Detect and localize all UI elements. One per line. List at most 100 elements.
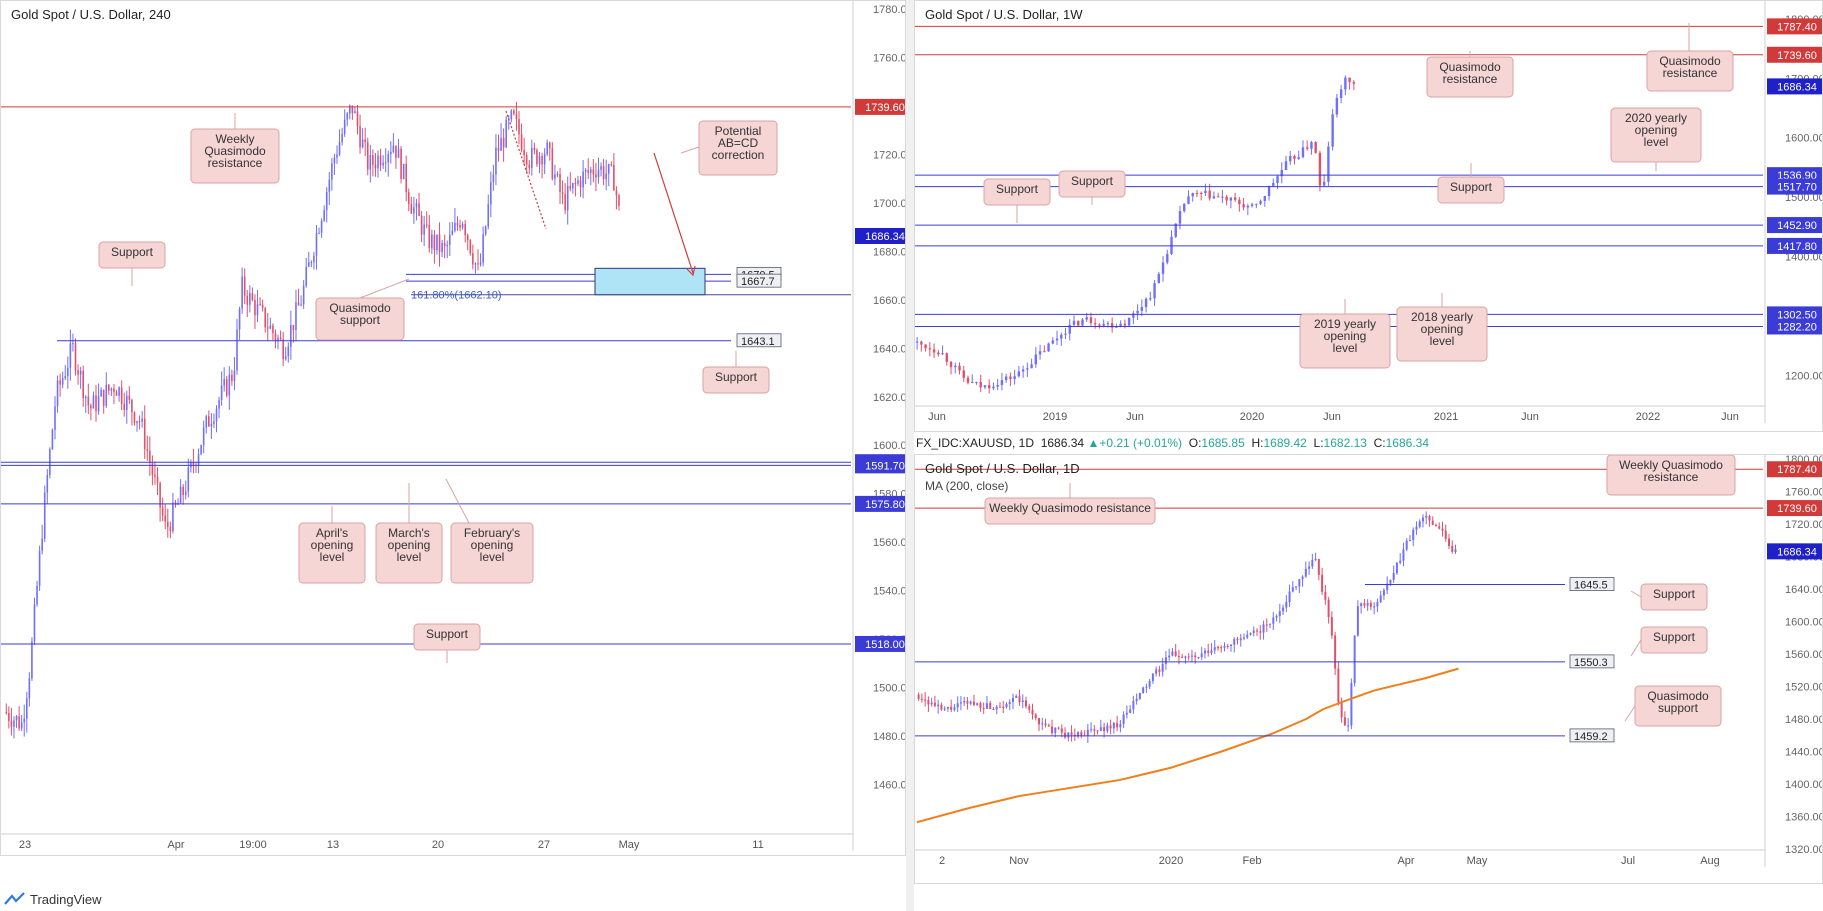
callout-text: Support (1450, 180, 1493, 194)
candle-body (74, 343, 77, 371)
chart-d1-panel[interactable]: 1320.00 1360.00 1400.00 1440.00 1480.00 1520.… (914, 454, 1823, 884)
x-tick-label: Jul (1621, 855, 1635, 867)
candle-body (1350, 683, 1353, 726)
callout-text: February's (464, 526, 520, 540)
candle-body (971, 382, 974, 384)
candle-body (1282, 607, 1285, 612)
candle-body (143, 418, 146, 450)
callout-text: correction (712, 148, 765, 162)
axis-price-tag-text: 1787.40 (1777, 464, 1817, 476)
candle-body (1158, 669, 1161, 672)
candle-body (1067, 732, 1070, 738)
candle-body (1125, 712, 1128, 715)
chart-w1-canvas[interactable]: 1200.001300.001400.001500.001600.001700.… (915, 1, 1823, 432)
candle-body (405, 163, 408, 193)
candle-body (379, 155, 382, 166)
candle-body (941, 353, 944, 355)
candle-body (969, 701, 972, 704)
callout-box (1640, 583, 1708, 611)
callout-text: 2019 yearly (1314, 317, 1376, 331)
axis-price-tag-text: 1591.70 (865, 460, 905, 472)
candle-body (1041, 723, 1044, 725)
callout-text: opening (1324, 329, 1367, 343)
candle-body (963, 701, 966, 703)
chart-w1-panel[interactable]: 1200.001300.001400.001500.001600.001700.… (914, 0, 1823, 432)
candle-body (18, 716, 20, 729)
candle-body (407, 192, 410, 205)
level-price-label: 1459.2 (1574, 731, 1608, 743)
callout-text: Weekly Quasimodo resistance (989, 501, 1151, 515)
candle-body (292, 324, 295, 331)
candle-body (584, 170, 587, 172)
candle-body (618, 195, 620, 206)
candle-body (983, 385, 987, 388)
candle-body (1119, 323, 1122, 327)
price-change: +0.21 (+0.01%) (1099, 436, 1183, 450)
candle-body (956, 703, 959, 708)
candle-body (502, 137, 505, 148)
candle-body (920, 341, 923, 345)
candle-body (505, 119, 507, 148)
axis-price-tag (1767, 543, 1822, 560)
candle-body (1376, 602, 1379, 607)
symbol-name[interactable]: FX_IDC:XAUUSD, 1D (916, 436, 1035, 450)
candle-body (1425, 515, 1428, 518)
candle-body (561, 192, 564, 194)
candle-body (369, 155, 372, 170)
candle-body (1360, 603, 1363, 607)
candle-body (13, 720, 15, 727)
callout-box (698, 120, 778, 176)
candle-body (602, 166, 605, 180)
y-tick-label: 1640.00 (1785, 584, 1823, 596)
candle-body (1418, 521, 1421, 527)
callout-text: Support (111, 245, 154, 259)
abcd-arrow (653, 152, 694, 274)
level-price-label-box (1569, 654, 1615, 669)
axis-price-tag-text: 1739.60 (1777, 50, 1817, 62)
axis-price-tag (855, 457, 905, 474)
callout-text: level (320, 550, 345, 564)
chart-h4-canvas[interactable]: 1460.001480.001500.001520.001540.001560.… (1, 1, 906, 856)
candle-body (1208, 190, 1211, 199)
candle-body (1438, 526, 1441, 529)
candle-body (1132, 700, 1135, 710)
candle-body (256, 303, 259, 316)
annotation-callout: Support (702, 351, 770, 394)
y-tick-label: 1400.00 (1785, 779, 1823, 791)
candle-body (1379, 595, 1382, 603)
candle-body (197, 454, 200, 466)
chart-d1-canvas[interactable]: 1320.00 1360.00 1400.00 1440.00 1480.00 1520.… (915, 455, 1823, 884)
chart-h4-panel[interactable]: 1460.001480.001500.001520.001540.001560.… (0, 0, 906, 856)
candle-body (461, 224, 464, 228)
candle-body (431, 234, 433, 249)
candle-body (287, 346, 290, 357)
candle-body (966, 701, 969, 704)
candle-body (390, 151, 392, 155)
candle-body (51, 429, 54, 450)
candle-body (1236, 639, 1239, 641)
candle-body (282, 339, 284, 360)
chart-d1-indicator: MA (200, close) (925, 479, 1009, 493)
footer-brand[interactable]: TradingView (30, 892, 102, 907)
candle-body (492, 174, 495, 183)
fib-label: 161.80%(1662.10) (411, 290, 502, 302)
x-tick-label: 13 (327, 839, 339, 851)
candle-body (1197, 657, 1200, 659)
candle-body (136, 421, 138, 423)
candle-body (1142, 687, 1145, 694)
candle-body (1448, 538, 1451, 546)
level-price-label: 1550.3 (1574, 657, 1608, 669)
axis-price-tag-text: 1739.60 (1777, 503, 1817, 515)
candle-body (413, 207, 415, 214)
candle-body (5, 711, 8, 713)
level-price-label: 1667.7 (741, 276, 775, 288)
candle-body (610, 164, 613, 166)
callout-box (1426, 56, 1514, 98)
candle-body (523, 149, 525, 156)
candle-body (220, 385, 223, 401)
axis-price-tag-text: 1686.34 (865, 231, 905, 243)
candle-body (438, 234, 441, 253)
